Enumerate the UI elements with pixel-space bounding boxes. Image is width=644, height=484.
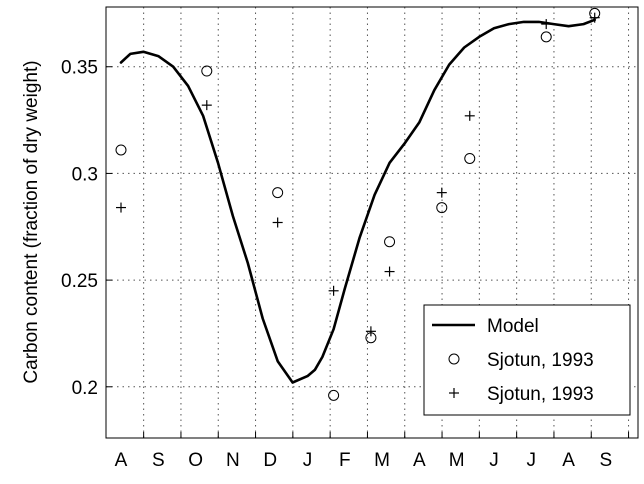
plus-data-point [541, 19, 552, 30]
plus-data-point [365, 326, 376, 337]
x-tick-label: S [152, 450, 165, 471]
plus-data-point [272, 217, 283, 228]
x-tick-label: A [413, 450, 426, 471]
circle-data-point [436, 202, 448, 214]
circle-data-point [201, 65, 213, 77]
legend-plus-marker [449, 388, 459, 398]
x-tick-label: A [115, 450, 128, 471]
legend: Model Sjotun, 1993 Sjotun, 1993 [423, 304, 631, 416]
circle-data-point [272, 187, 284, 199]
circle-data-point [384, 236, 396, 248]
y-tick-label: 0.35 [61, 58, 98, 79]
circle-data-point [328, 389, 340, 401]
grid-lines [106, 7, 638, 438]
plus-data-point [384, 266, 395, 277]
y-tick-label: 0.25 [61, 271, 98, 292]
legend-label-plus-series: Sjotun, 1993 [487, 384, 594, 405]
plot-frame [105, 6, 639, 439]
y-tick-label: 0.3 [72, 164, 98, 185]
legend-circle-marker [448, 353, 460, 365]
plus-data-point [116, 202, 126, 213]
plus-data-point [589, 12, 600, 23]
circle-data-point [115, 144, 127, 156]
x-tick-label: D [263, 450, 277, 471]
y-axis-title: Carbon content (fraction of dry weight) [21, 60, 42, 383]
legend-box [423, 304, 631, 416]
model-curve [119, 18, 596, 384]
y-axis-ticks: 0.2 0.25 0.3 0.35 [61, 58, 112, 399]
plus-data-point [201, 100, 212, 111]
x-tick-label: J [527, 450, 537, 471]
legend-label-circle-series: Sjotun, 1993 [487, 350, 594, 371]
x-tick-label: A [562, 450, 575, 471]
x-tick-label: N [226, 450, 240, 471]
x-tick-label: J [303, 450, 313, 471]
circle-data-point [540, 31, 552, 43]
x-tick-label: J [489, 450, 499, 471]
circle-data-point [464, 152, 476, 164]
plus-data-point [436, 187, 447, 198]
plus-data-point [464, 110, 475, 121]
x-tick-label: S [600, 450, 613, 471]
x-tick-label: M [449, 450, 465, 471]
x-tick-label: F [339, 450, 351, 471]
plus-data-point [328, 285, 339, 296]
y-tick-label: 0.2 [72, 378, 98, 399]
x-tick-label: O [188, 450, 203, 471]
legend-label-model: Model [487, 316, 539, 337]
series-layer [115, 7, 601, 401]
x-tick-label: M [374, 450, 390, 471]
